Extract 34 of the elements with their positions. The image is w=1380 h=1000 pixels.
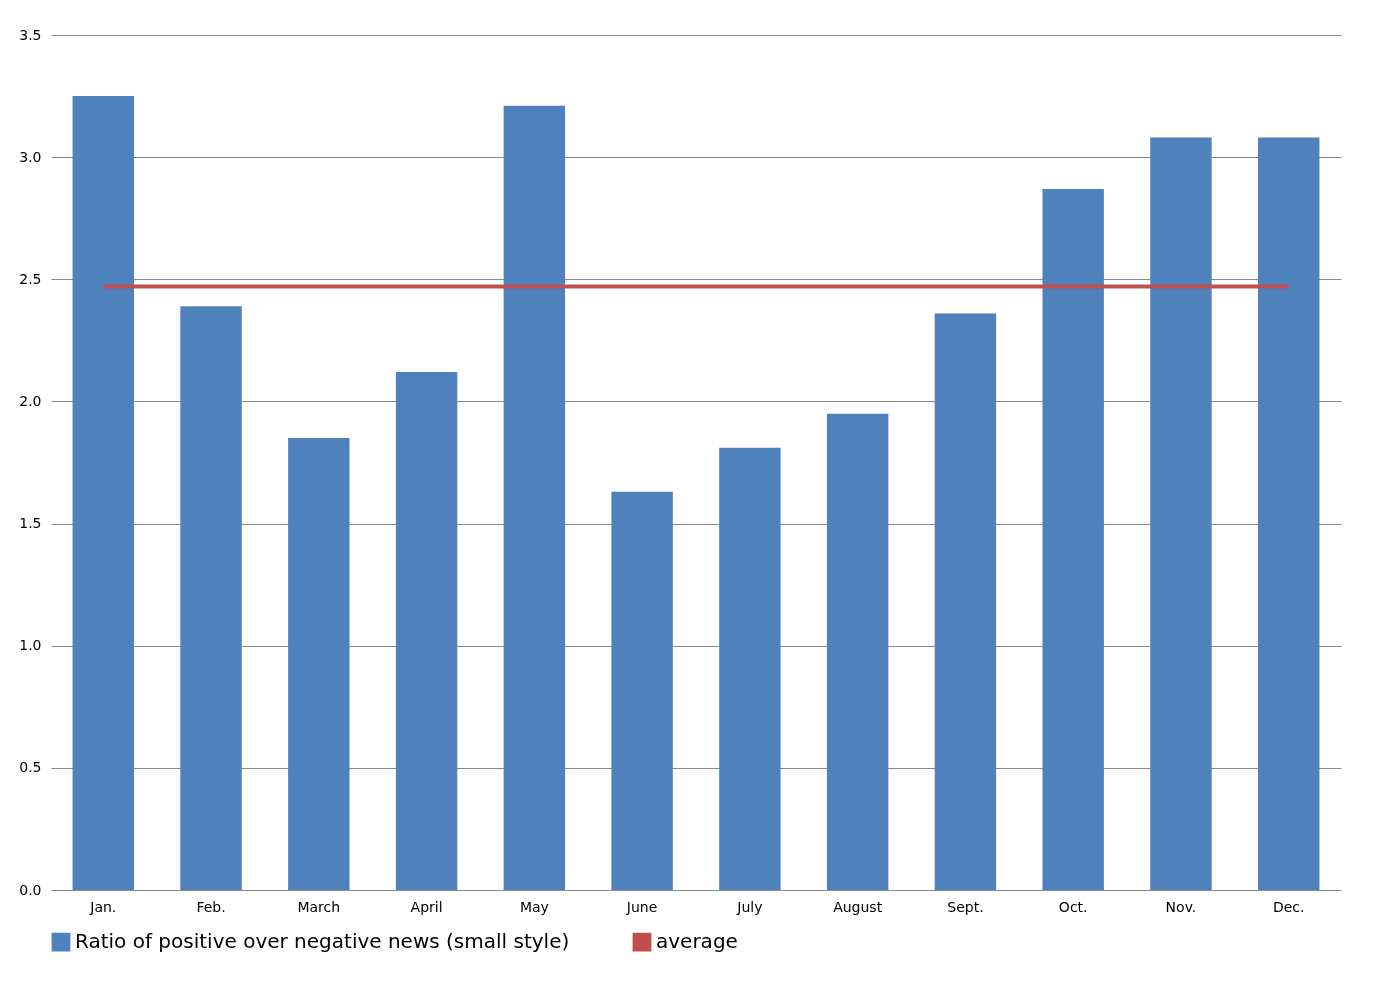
bar (180, 306, 242, 890)
y-tick-label: 1.5 (19, 515, 42, 532)
x-tick-label: Jan. (89, 898, 117, 915)
bar (1042, 188, 1104, 890)
bar (1258, 137, 1320, 890)
y-tick-label: 1.0 (19, 637, 42, 654)
legend-label: average (656, 929, 738, 954)
x-tick-label: April (410, 898, 443, 915)
bar (1150, 137, 1212, 890)
bar (288, 438, 350, 890)
y-tick-label: 2.0 (19, 392, 42, 409)
bar (395, 372, 458, 890)
x-tick-label: Sept. (947, 898, 984, 915)
x-tick-label: Nov. (1165, 898, 1197, 915)
bar (611, 491, 673, 890)
x-tick-label: Dec. (1272, 898, 1305, 915)
y-tick-label: 3.5 (19, 26, 42, 43)
y-tick-label: 3.0 (19, 148, 42, 165)
x-tick-label: June (625, 898, 658, 915)
bar (934, 313, 997, 890)
y-tick-label: 0.5 (19, 759, 42, 776)
bar (72, 96, 134, 890)
y-tick-label: 2.5 (19, 270, 42, 287)
x-tick-label: August (833, 898, 883, 915)
y-tick-label: 0.0 (19, 881, 42, 898)
x-tick-label: May (519, 898, 549, 915)
bar (826, 413, 889, 890)
legend-label: Ratio of positive over negative news (small style) (75, 929, 570, 954)
x-tick-label: March (297, 898, 341, 915)
x-tick-label: July (736, 898, 763, 915)
bar (719, 447, 781, 890)
x-tick-label: Feb. (196, 898, 226, 915)
x-tick-label: Oct. (1058, 898, 1088, 915)
bar (503, 105, 566, 890)
